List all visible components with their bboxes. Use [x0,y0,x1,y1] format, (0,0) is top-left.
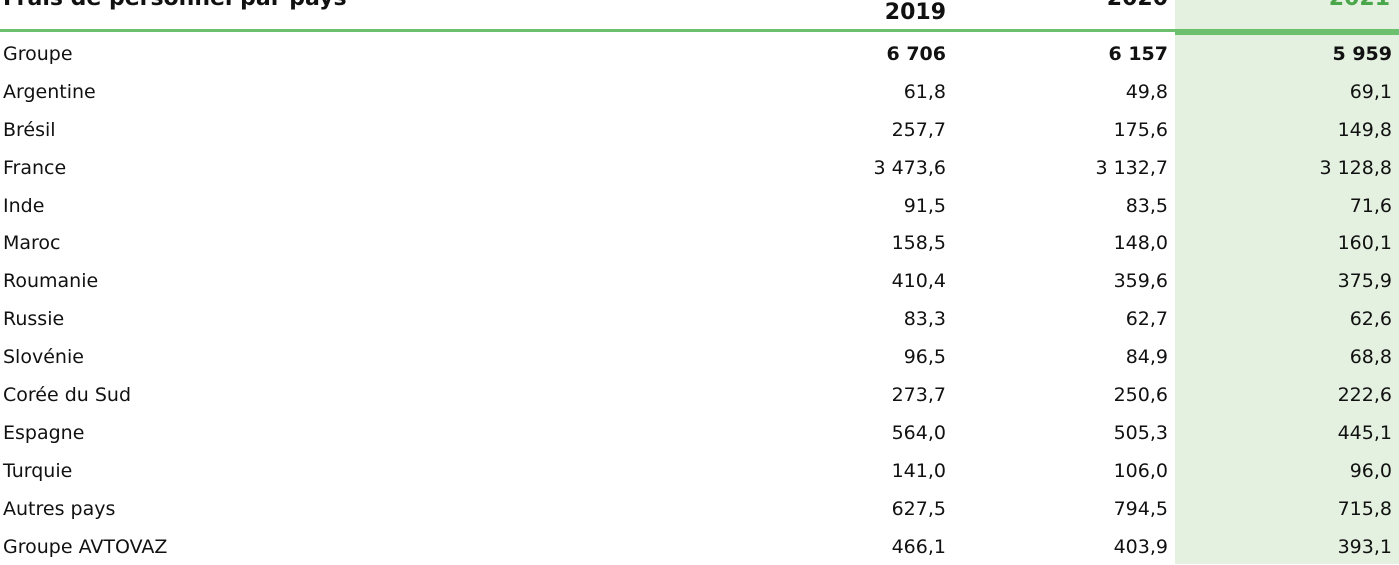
table-row: Autres pays 627,5 794,5 715,8 [0,490,1399,528]
cell-2020: 175,6 [1113,118,1168,141]
table-title: Frais de personnel par pays [3,0,347,12]
cell-2019: 3 473,6 [873,156,946,179]
column-header-2020: 2020 [1018,0,1168,12]
column-header-2019: 2019 [884,0,946,25]
table-row: Roumanie 410,4 359,6 375,9 [0,262,1399,300]
cell-2019: 96,5 [903,346,946,369]
header-divider [0,29,1399,32]
row-label: Espagne [3,421,85,444]
column-header-2021: 2021 [1240,0,1390,12]
cell-2021: 69,1 [1349,80,1392,103]
row-label: Inde [3,194,45,217]
row-label: Groupe AVTOVAZ [3,535,168,558]
cell-2019: 91,5 [903,194,946,217]
cell-2020: 794,5 [1113,497,1168,520]
cell-2019: 141,0 [891,459,946,482]
cell-2020: 359,6 [1113,270,1168,293]
table-row: Corée du Sud 273,7 250,6 222,6 [0,376,1399,414]
cell-2019: 6 706 [886,42,947,65]
cell-2021: 5 959 [1332,42,1393,65]
cell-2019: 627,5 [891,497,946,520]
table-row: Espagne 564,0 505,3 445,1 [0,414,1399,452]
cell-2019: 466,1 [891,535,946,558]
cell-2019: 273,7 [891,383,946,406]
cell-2021: 222,6 [1337,383,1392,406]
row-label: Corée du Sud [3,383,132,406]
cell-2020: 250,6 [1113,383,1168,406]
cell-2021: 393,1 [1337,535,1392,558]
cell-2021: 62,6 [1349,308,1392,331]
row-label: Brésil [3,118,56,141]
cell-2021: 96,0 [1349,459,1392,482]
cell-2019: 564,0 [891,421,946,444]
table-row: Russie 83,3 62,7 62,6 [0,300,1399,338]
cell-2019: 257,7 [891,118,946,141]
table-row: Turquie 141,0 106,0 96,0 [0,452,1399,490]
cell-2019: 83,3 [903,308,946,331]
table-row: Inde 91,5 83,5 71,6 [0,187,1399,225]
row-label: Turquie [3,459,73,482]
table-row: Maroc 158,5 148,0 160,1 [0,224,1399,262]
cell-2020: 505,3 [1113,421,1168,444]
table-row: Groupe AVTOVAZ 466,1 403,9 393,1 [0,528,1399,565]
cell-2019: 410,4 [891,270,946,293]
cell-2019: 158,5 [891,232,946,255]
table-row: Groupe 6 706 6 157 5 959 [0,35,1399,73]
row-label: France [3,156,67,179]
cell-2019: 61,8 [903,80,946,103]
cell-2021: 149,8 [1337,118,1392,141]
cell-2021: 445,1 [1337,421,1392,444]
cell-2020: 83,5 [1125,194,1168,217]
cell-2020: 106,0 [1113,459,1168,482]
cell-2021: 68,8 [1349,346,1392,369]
cell-2020: 148,0 [1113,232,1168,255]
table-row: Brésil 257,7 175,6 149,8 [0,111,1399,149]
cell-2020: 403,9 [1113,535,1168,558]
table-row: France 3 473,6 3 132,7 3 128,8 [0,149,1399,187]
cell-2021: 715,8 [1337,497,1392,520]
cell-2020: 84,9 [1125,346,1168,369]
cell-2020: 6 157 [1108,42,1169,65]
cell-2020: 49,8 [1125,80,1168,103]
cell-2020: 3 132,7 [1095,156,1168,179]
cell-2021: 375,9 [1337,270,1392,293]
row-label: Slovénie [3,346,84,369]
cell-2021: 3 128,8 [1319,156,1392,179]
row-label: Autres pays [3,497,116,520]
row-label: Groupe [3,42,73,65]
row-label: Maroc [3,232,61,255]
cell-2021: 160,1 [1337,232,1392,255]
table-row: Argentine 61,8 49,8 69,1 [0,73,1399,111]
row-label: Roumanie [3,270,99,293]
row-label: Russie [3,308,65,331]
highlight-column-2021 [1175,0,1399,564]
row-label: Argentine [3,80,96,103]
cell-2021: 71,6 [1349,194,1392,217]
staff-costs-table: Groupe 6 706 6 157 5 959 Argentine 61,8 … [0,35,1399,565]
table-row: Slovénie 96,5 84,9 68,8 [0,338,1399,376]
cell-2020: 62,7 [1125,308,1168,331]
header-divider-accent [1175,29,1399,35]
